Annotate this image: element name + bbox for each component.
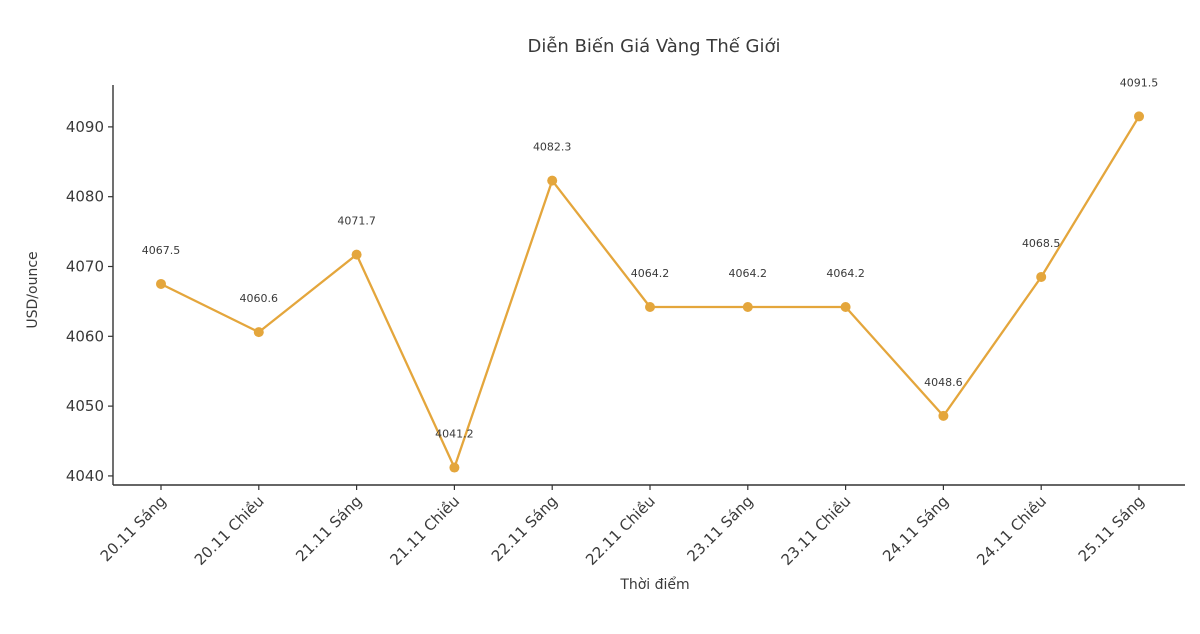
x-tick-label: 20.11 Sáng [97, 492, 170, 565]
x-axis-label: Thời điểm [619, 576, 689, 593]
x-tick-label: 23.11 Chiều [778, 492, 855, 569]
point-label: 4068.5 [1022, 237, 1061, 250]
y-axis-label: USD/ounce [25, 251, 41, 328]
y-tick-label: 4070 [66, 258, 104, 276]
data-point [840, 301, 851, 312]
point-label: 4048.6 [924, 376, 963, 389]
data-point [1036, 271, 1047, 282]
plot-area: 4040 4050 4060 4070 4080 4090 20.11 Sáng 20.11 … [66, 76, 1185, 569]
x-tick-label: 23.11 Sáng [683, 492, 756, 565]
point-label: 4064.2 [631, 267, 670, 280]
price-line [160, 115, 1140, 469]
x-tick-label: 21.11 Sáng [292, 492, 365, 565]
y-tick-label: 4080 [66, 188, 104, 206]
x-tick-label: 24.11 Chiều [973, 492, 1050, 569]
y-tick-label: 4090 [66, 118, 104, 136]
data-point [742, 301, 753, 312]
point-label: 4082.3 [533, 141, 572, 154]
x-tick-label: 20.11 Chiều [191, 492, 268, 569]
data-point [351, 249, 362, 260]
x-tick-label: 22.11 Chiều [582, 492, 659, 569]
chart-title: Diễn Biến Giá Vàng Thế Giới [528, 36, 781, 57]
data-point [645, 301, 655, 312]
point-label: 4041.2 [435, 428, 474, 441]
data-point [156, 278, 166, 289]
y-tick-label: 4060 [66, 327, 104, 345]
point-label: 4064.2 [826, 267, 865, 280]
x-tick-label: 22.11 Sáng [488, 492, 561, 565]
data-point [253, 327, 264, 338]
point-label: 4091.5 [1120, 76, 1159, 89]
y-tick-label: 4040 [66, 467, 104, 485]
x-tick-label: 25.11 Sáng [1075, 492, 1148, 565]
point-label: 4067.5 [142, 244, 181, 257]
point-label: 4071.7 [337, 215, 376, 228]
x-tick-label: 21.11 Chiều [386, 492, 463, 569]
point-label: 4060.6 [240, 292, 279, 305]
x-tick-label: 24.11 Sáng [879, 492, 952, 565]
data-point [547, 175, 558, 186]
data-point [938, 410, 949, 421]
data-point [449, 462, 460, 473]
point-label: 4064.2 [729, 267, 768, 280]
data-point [1134, 111, 1144, 122]
y-tick-label: 4050 [66, 397, 104, 415]
